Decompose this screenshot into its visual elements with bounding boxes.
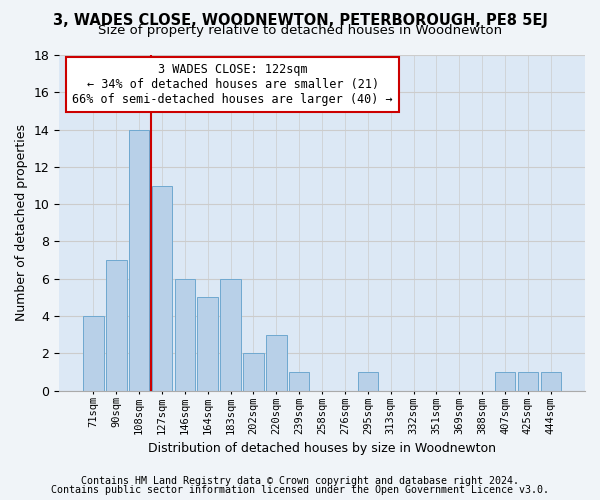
Bar [243, 354, 264, 391]
Text: Size of property relative to detached houses in Woodnewton: Size of property relative to detached ho… [98, 24, 502, 37]
Text: 3, WADES CLOSE, WOODNEWTON, PETERBOROUGH, PE8 5EJ: 3, WADES CLOSE, WOODNEWTON, PETERBOROUGH… [53, 12, 547, 28]
Bar [152, 186, 172, 390]
Text: Contains public sector information licensed under the Open Government Licence v3: Contains public sector information licen… [51, 485, 549, 495]
Bar [197, 298, 218, 390]
Text: Contains HM Land Registry data © Crown copyright and database right 2024.: Contains HM Land Registry data © Crown c… [81, 476, 519, 486]
Bar [289, 372, 310, 390]
Bar [175, 278, 195, 390]
Y-axis label: Number of detached properties: Number of detached properties [15, 124, 28, 322]
Bar [358, 372, 378, 390]
Bar [541, 372, 561, 390]
X-axis label: Distribution of detached houses by size in Woodnewton: Distribution of detached houses by size … [148, 442, 496, 455]
Bar [266, 334, 287, 390]
Bar [518, 372, 538, 390]
Bar [495, 372, 515, 390]
Bar [129, 130, 149, 390]
Bar [220, 278, 241, 390]
Bar [106, 260, 127, 390]
Text: 3 WADES CLOSE: 122sqm
← 34% of detached houses are smaller (21)
66% of semi-deta: 3 WADES CLOSE: 122sqm ← 34% of detached … [73, 64, 393, 106]
Bar [83, 316, 104, 390]
